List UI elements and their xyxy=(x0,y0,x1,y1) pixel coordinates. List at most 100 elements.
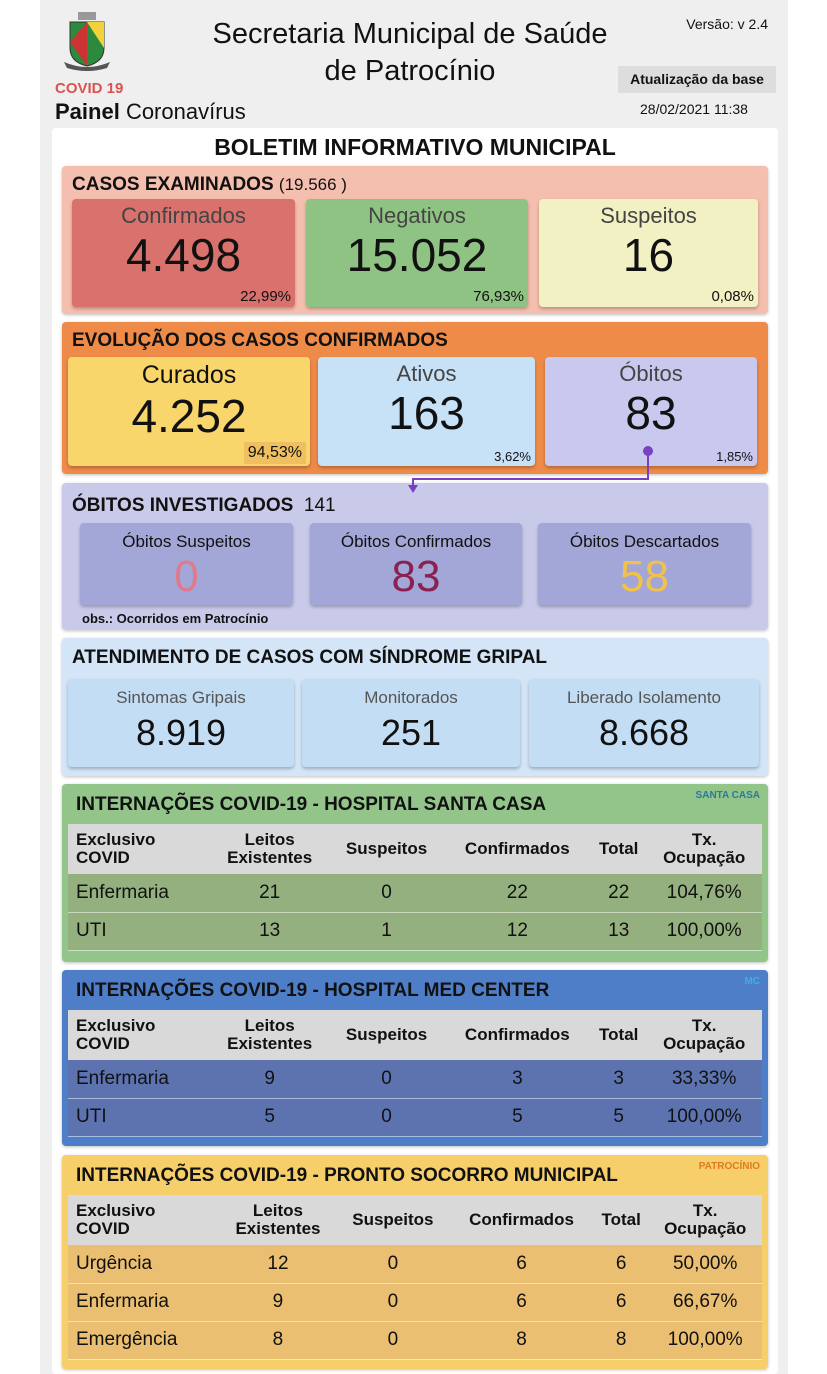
card-value: 8.668 xyxy=(598,712,690,753)
header-line: Ocupação xyxy=(663,1034,746,1053)
column-header: Leitos Existentes xyxy=(209,824,330,874)
table-header: Exclusivo COVID Leitos Existentes Suspeitos C… xyxy=(68,1195,762,1245)
table-cell: 100,00% xyxy=(646,912,762,951)
deaths-investigated-section: ÓBITOS INVESTIGADOS 141 Óbitos Suspeitos… xyxy=(62,483,768,630)
card-label: Óbitos Descartados xyxy=(569,532,720,551)
card-value: 0 xyxy=(174,552,199,601)
card-label: Liberado Isolamento xyxy=(566,688,722,707)
card-label: Óbitos xyxy=(619,361,683,386)
card-pct: 22,99% xyxy=(240,288,291,305)
header-line: Exclusivo xyxy=(76,1016,156,1035)
header-line: Ocupação xyxy=(664,1219,747,1238)
suspect-card: Suspeitos 16 0,08% xyxy=(539,199,758,307)
table-cell: 6 xyxy=(593,1245,649,1284)
card-label: Ativos xyxy=(396,361,457,386)
negative-card: Negativos 15.052 76,93% xyxy=(306,199,528,307)
deaths-discarded-card: Óbitos Descartados 58 xyxy=(538,523,751,605)
header-line: Leitos xyxy=(244,830,295,849)
table-cell: Enfermaria xyxy=(68,1060,210,1099)
table-cell: 8 xyxy=(219,1321,337,1360)
card-value: 8.919 xyxy=(135,712,227,753)
table-cell: 66,67% xyxy=(648,1283,762,1322)
table-cell: 13 xyxy=(209,912,330,951)
card-label: Confirmados xyxy=(121,203,246,228)
card-value: 16 xyxy=(622,229,675,281)
header-line: Existentes xyxy=(227,1034,313,1053)
hospital-santa-casa-section: INTERNAÇÕES COVID-19 - HOSPITAL SANTA CA… xyxy=(62,784,768,962)
table-cell: UTI xyxy=(68,1098,210,1137)
table-cell: 8 xyxy=(449,1321,594,1360)
hospital-table: Exclusivo COVID Leitos Existentes Suspeitos C… xyxy=(68,1010,762,1137)
city-coat-of-arms-logo xyxy=(62,12,112,74)
header-line: Exclusivo xyxy=(76,830,156,849)
header-line: Tx. xyxy=(691,830,717,849)
table-cell: 5 xyxy=(591,1098,647,1137)
card-label: Óbitos Confirmados xyxy=(340,532,492,551)
header-line: COVID xyxy=(76,1034,130,1053)
card-value: 251 xyxy=(380,712,442,753)
header-line: Tx. xyxy=(691,1016,717,1035)
column-header: Tx. Ocupação xyxy=(646,1010,762,1060)
table-row: Enfermaria 21 0 22 22 104,76% xyxy=(68,874,762,913)
hospital-title: INTERNAÇÕES COVID-19 - HOSPITAL MED CENT… xyxy=(76,980,550,1001)
examined-section: CASOS EXAMINADOS (19.566 ) Confirmados 4.… xyxy=(62,166,768,314)
column-header: Tx. Ocupação xyxy=(648,1195,762,1245)
deaths-note: obs.: Ocorridos em Patrocínio xyxy=(82,611,269,626)
examined-title: CASOS EXAMINADOS (19.566 ) xyxy=(72,174,347,196)
hospital-med-center-section: INTERNAÇÕES COVID-19 - HOSPITAL MED CENT… xyxy=(62,970,768,1146)
card-pct: 3,62% xyxy=(494,449,531,464)
update-base-button[interactable]: Atualização da base xyxy=(618,66,776,93)
table-cell: 6 xyxy=(593,1283,649,1322)
header-line: Suspeitos xyxy=(352,1210,434,1229)
table-cell: 104,76% xyxy=(646,874,762,913)
table-row: Enfermaria 9 0 6 6 66,67% xyxy=(68,1283,762,1322)
examined-title-text: CASOS EXAMINADOS xyxy=(72,174,274,195)
header-line: Total xyxy=(601,1210,641,1229)
header-line: Suspeitos xyxy=(345,839,428,858)
update-timestamp: 28/02/2021 11:38 xyxy=(640,101,748,117)
deaths-connector-arrow xyxy=(408,446,653,493)
column-header: Suspeitos xyxy=(329,1010,444,1060)
panel-bold: Painel xyxy=(55,99,120,124)
card-label: Negativos xyxy=(368,203,466,228)
card-value: 58 xyxy=(620,552,669,601)
flu-section: ATENDIMENTO DE CASOS COM SÍNDROME GRIPAL… xyxy=(62,638,768,776)
table-cell: 0 xyxy=(329,1060,444,1099)
flu-symptoms-card: Sintomas Gripais 8.919 xyxy=(68,679,294,767)
deaths-total: 141 xyxy=(303,495,336,516)
title-line1: Secretaria Municipal de Saúde xyxy=(212,18,608,50)
hospital-table: Exclusivo COVID Leitos Existentes Suspeitos C… xyxy=(68,824,762,951)
table-cell: 5 xyxy=(443,1098,592,1137)
column-header: Confirmados xyxy=(449,1195,594,1245)
monitored-card: Monitorados 251 xyxy=(302,679,520,767)
table-cell: 6 xyxy=(449,1283,594,1322)
table-cell: Emergência xyxy=(68,1321,220,1360)
released-isolation-card: Liberado Isolamento 8.668 xyxy=(529,679,759,767)
column-header: Leitos Existentes xyxy=(209,1010,330,1060)
table-header: Exclusivo COVID Leitos Existentes Suspeitos C… xyxy=(68,824,762,874)
table-cell: 100,00% xyxy=(648,1321,762,1360)
column-header: Leitos Existentes xyxy=(219,1195,337,1245)
header-line: Existentes xyxy=(235,1219,321,1238)
header-line: Total xyxy=(599,839,639,858)
hospital-title: INTERNAÇÕES COVID-19 - PRONTO SOCORRO MU… xyxy=(76,1165,618,1186)
card-value: 83 xyxy=(625,387,677,439)
page-title: Secretaria Municipal de Saúde de Patrocín… xyxy=(180,16,640,90)
header-line: Tx. xyxy=(692,1201,718,1220)
column-header: Suspeitos xyxy=(329,824,444,874)
deaths-title-text: ÓBITOS INVESTIGADOS xyxy=(72,495,294,516)
deaths-confirmed-card: Óbitos Confirmados 83 xyxy=(310,523,522,605)
table-cell: Enfermaria xyxy=(68,1283,220,1322)
card-value: 4.252 xyxy=(131,390,247,442)
table-cell: 22 xyxy=(443,874,592,913)
table-cell: 0 xyxy=(329,874,444,913)
column-header: Exclusivo COVID xyxy=(68,824,210,874)
evolution-title: EVOLUÇÃO DOS CASOS CONFIRMADOS xyxy=(72,330,448,351)
table-row: UTI 13 1 12 13 100,00% xyxy=(68,912,762,951)
card-label: Óbitos Suspeitos xyxy=(122,532,251,551)
header-line: Ocupação xyxy=(663,848,746,867)
table-cell: 8 xyxy=(593,1321,649,1360)
column-header: Suspeitos xyxy=(336,1195,450,1245)
card-value: 15.052 xyxy=(346,229,488,281)
table-cell: 0 xyxy=(329,1098,444,1137)
